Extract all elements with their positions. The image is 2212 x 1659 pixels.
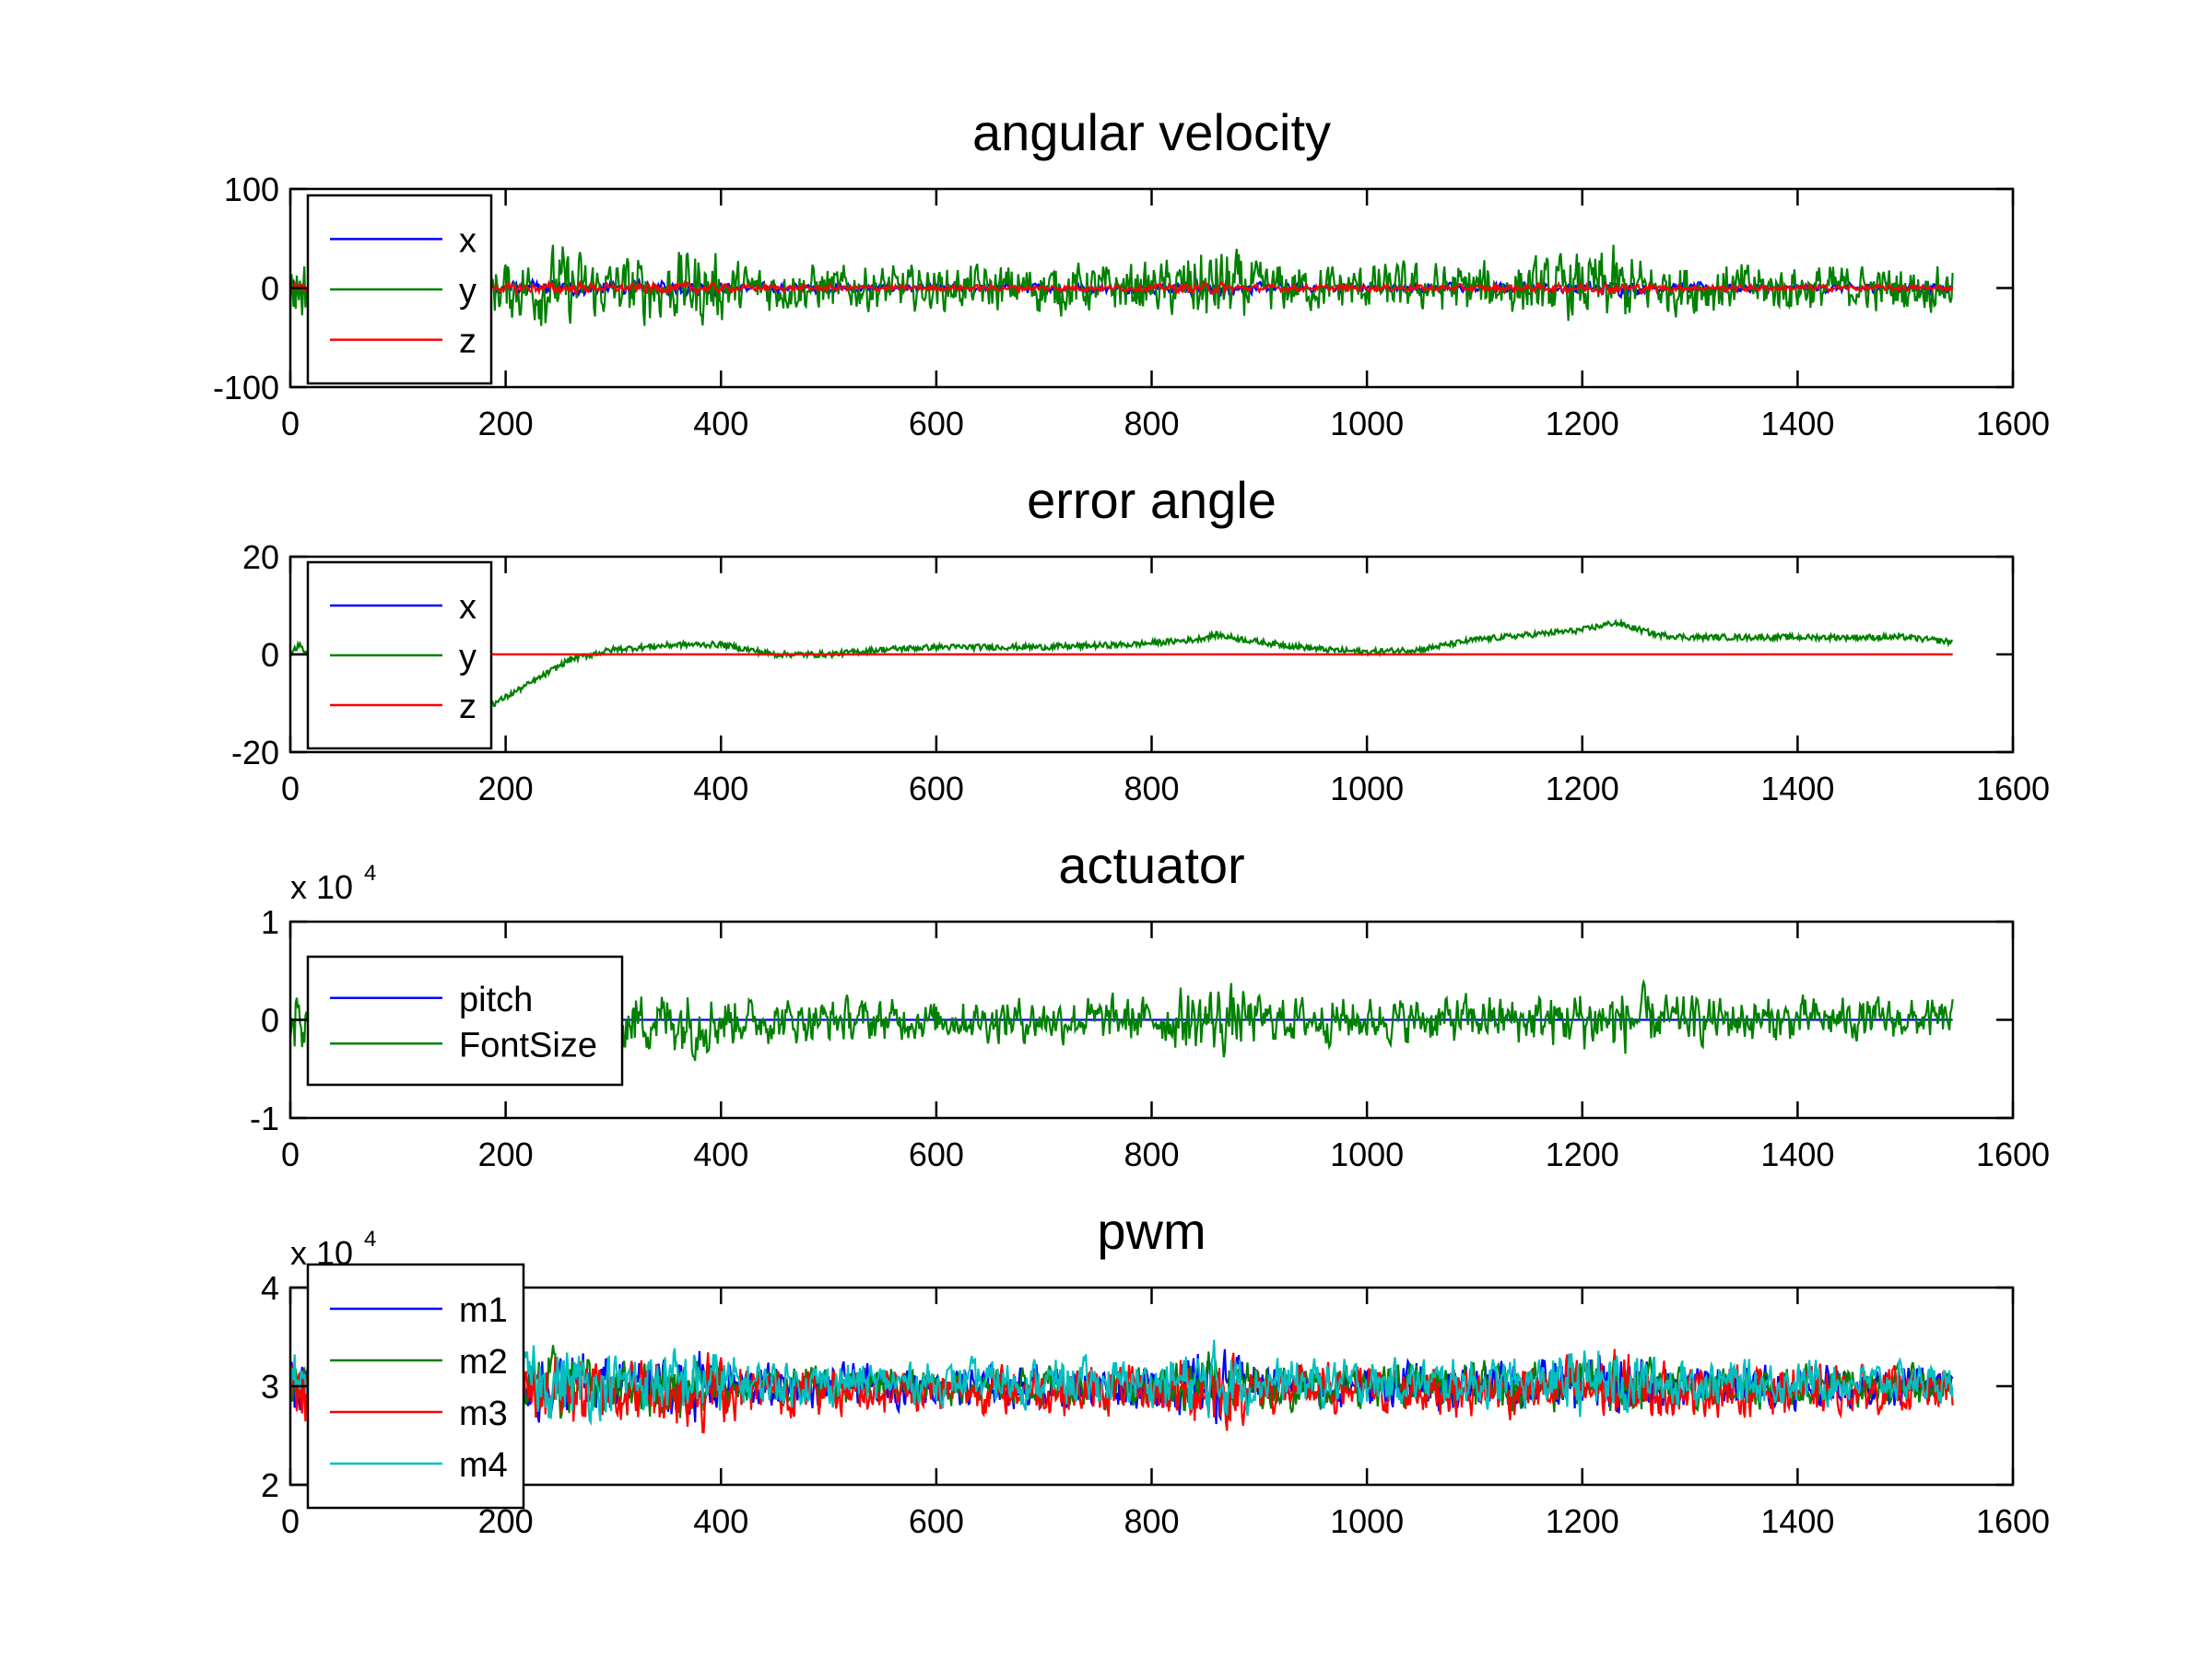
x-tick-label: 1200 (1546, 1502, 1619, 1540)
legend: pitch FontSize (306, 955, 624, 1087)
chart-title: pwm (1097, 1202, 1206, 1260)
legend-label: y (459, 272, 477, 311)
x-tick-label: 400 (693, 405, 748, 442)
x-tick-label: 0 (281, 1502, 300, 1540)
y-tick-label: 0 (261, 270, 279, 308)
y-exponent-power: 4 (364, 861, 376, 886)
x-tick-label: 1200 (1546, 405, 1619, 442)
y-tick-label: -20 (231, 734, 279, 771)
x-tick-label: 1600 (1976, 770, 2050, 807)
y-tick-label: 20 (242, 538, 279, 576)
legend-label: m4 (459, 1446, 508, 1485)
series-line-m4 (290, 1339, 1954, 1427)
legend-label: m2 (459, 1343, 508, 1382)
y-tick-label: -100 (213, 369, 279, 406)
series-group (290, 244, 1954, 326)
series-line-z (290, 279, 1954, 298)
x-tick-label: 0 (281, 1135, 300, 1173)
x-tick-label: 400 (693, 770, 748, 807)
x-tick-label: 1600 (1976, 405, 2050, 442)
y-tick-label: 3 (261, 1368, 279, 1406)
chart-title: error angle (1027, 471, 1277, 529)
x-tick-label: 600 (909, 1502, 964, 1540)
x-tick-label: 800 (1124, 405, 1179, 442)
legend: xyz (306, 194, 493, 385)
x-tick-label: 400 (693, 1502, 748, 1540)
x-tick-label: 1600 (1976, 1502, 2050, 1540)
chart-title: actuator (1058, 836, 1244, 894)
legend: m1 m2 m3 m4 (306, 1263, 525, 1510)
y-tick-label: 2 (261, 1466, 279, 1504)
x-tick-label: 1000 (1330, 770, 1404, 807)
x-tick-label: 1400 (1760, 405, 1834, 442)
legend-label: m1 (459, 1291, 508, 1330)
series-line-y (290, 244, 1954, 326)
chart-title: angular velocity (972, 103, 1331, 161)
x-tick-label: 1200 (1546, 770, 1619, 807)
y-tick-label: 100 (224, 171, 279, 208)
legend-label: z (459, 688, 477, 726)
legend-box (306, 1263, 525, 1510)
x-tick-label: 800 (1124, 770, 1179, 807)
series-group (290, 1339, 1954, 1434)
x-tick-label: 0 (281, 405, 300, 442)
x-tick-label: 1200 (1546, 1135, 1619, 1173)
x-tick-label: 1400 (1760, 1502, 1834, 1540)
x-tick-label: 1000 (1330, 405, 1404, 442)
y-tick-label: 1 (261, 903, 279, 941)
y-tick-label: 4 (261, 1269, 279, 1307)
legend-label: pitch (459, 981, 533, 1019)
series-group (290, 618, 1954, 709)
y-tick-label: -1 (250, 1100, 279, 1137)
x-tick-label: 1400 (1760, 770, 1834, 807)
x-tick-label: 800 (1124, 1135, 1179, 1173)
series-line-m3 (290, 1348, 1954, 1434)
x-tick-label: 0 (281, 770, 300, 807)
y-exponent-label: x 10 (290, 868, 353, 906)
x-tick-label: 1400 (1760, 1135, 1834, 1173)
x-tick-label: 200 (478, 1135, 534, 1173)
y-exponent-power: 4 (364, 1227, 376, 1252)
x-tick-label: 800 (1124, 1502, 1179, 1540)
legend: xyz (306, 560, 493, 750)
legend-label: y (459, 638, 477, 677)
x-tick-label: 600 (909, 770, 964, 807)
legend-label: m3 (459, 1394, 508, 1433)
y-tick-label: 0 (261, 636, 279, 674)
x-tick-label: 400 (693, 1135, 748, 1173)
subplot-actuator: actuator x 10 4 0 200 400 600 800 1000 1200 1400 16… (250, 836, 2050, 1173)
series-line-y (290, 618, 1954, 709)
legend-label: FontSize (459, 1026, 597, 1065)
legend-box (306, 955, 624, 1087)
legend-label: x (459, 588, 477, 627)
y-tick-label: 0 (261, 1002, 279, 1040)
x-tick-label: 200 (478, 405, 534, 442)
legend-label: z (459, 323, 477, 361)
x-tick-label: 600 (909, 405, 964, 442)
x-tick-label: 200 (478, 770, 534, 807)
x-tick-label: 1000 (1330, 1135, 1404, 1173)
x-tick-label: 1600 (1976, 1135, 2050, 1173)
x-tick-label: 1000 (1330, 1502, 1404, 1540)
legend-label: x (459, 221, 477, 260)
x-tick-label: 600 (909, 1135, 964, 1173)
